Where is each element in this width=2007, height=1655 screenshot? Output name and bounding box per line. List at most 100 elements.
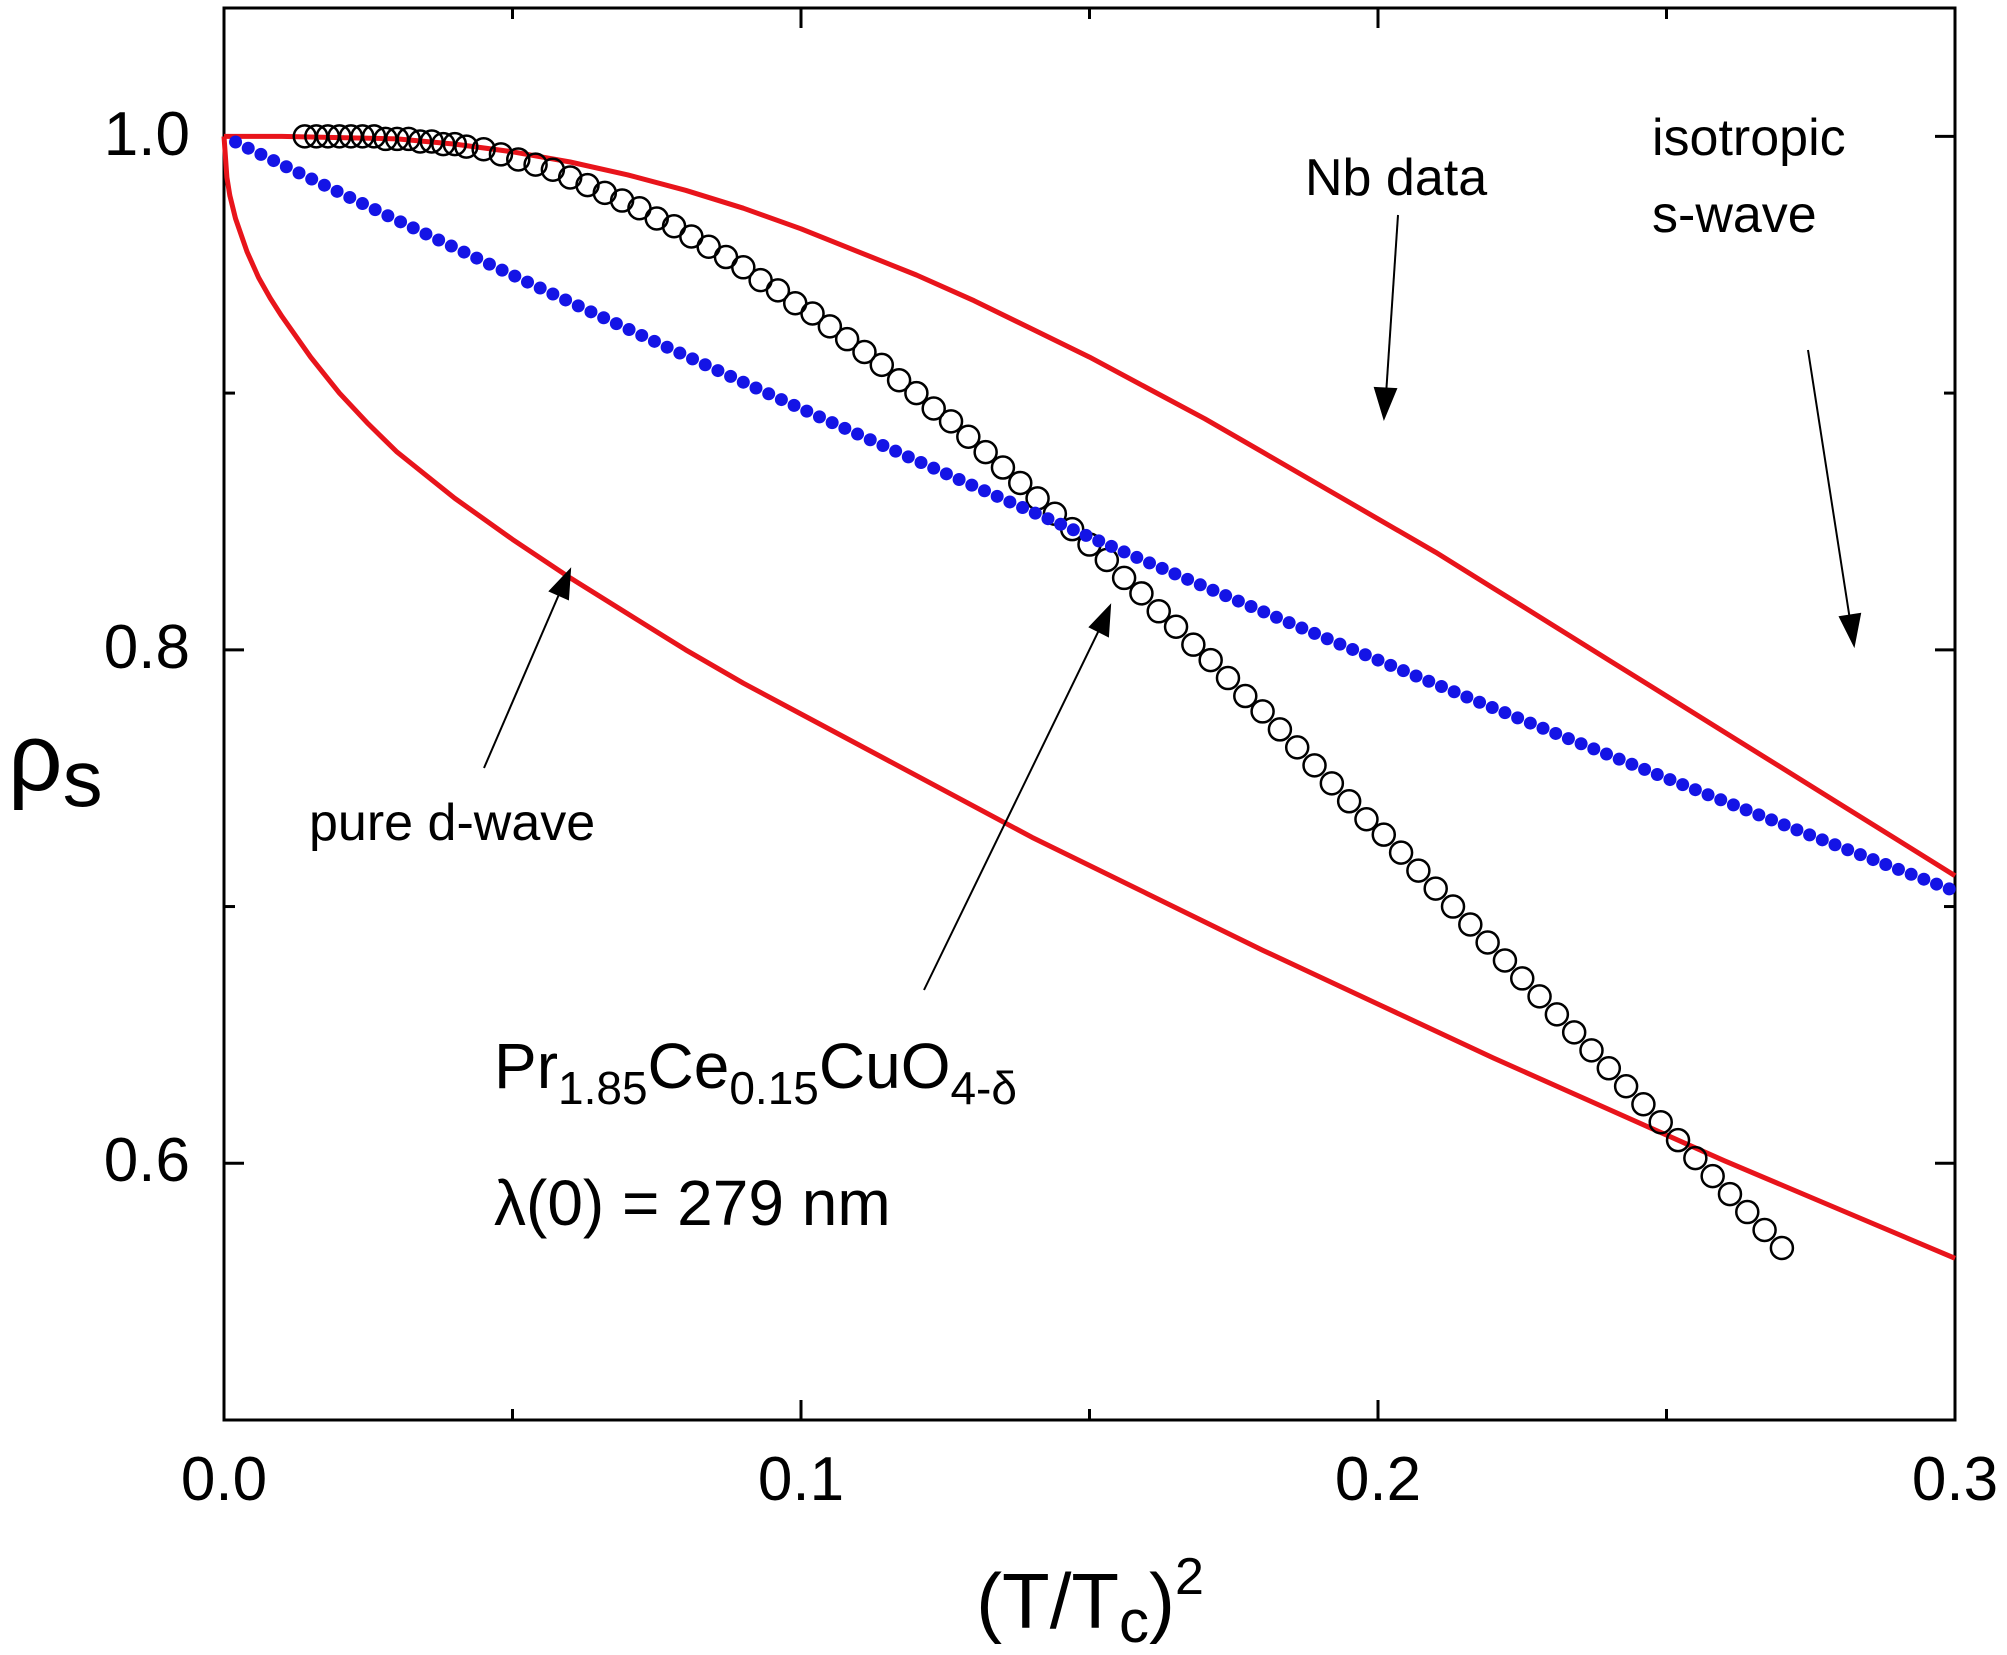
pcco-data-point-92 [1396, 664, 1410, 678]
pcco-data-point-59 [977, 484, 991, 498]
nb-data-point-74 [1492, 948, 1518, 973]
pcco-data-point-108 [1599, 747, 1613, 761]
nb-data-point-15 [471, 136, 496, 162]
axis-ticks [222, 8, 1957, 1420]
y-axis-title: ρs [8, 704, 103, 823]
pcco-data-point-41 [749, 381, 763, 395]
pcco-data-point-69 [1104, 539, 1118, 553]
pcco-data-point-134 [1930, 877, 1944, 891]
pcco-data-point-45 [800, 404, 814, 418]
pcco-data-point-112 [1650, 767, 1664, 781]
pcco-data-point-121 [1765, 813, 1779, 827]
pcco-data-point-84 [1295, 621, 1309, 635]
pcco-data-point-125 [1815, 833, 1829, 847]
pcco-data-point-80 [1244, 599, 1258, 613]
pcco-data-point-107 [1587, 742, 1601, 756]
pcco-data-point-106 [1574, 737, 1588, 751]
nb-data-point-77 [1544, 1002, 1570, 1027]
pcco-data-point-75 [1181, 572, 1195, 586]
pcco-data-point-88 [1346, 642, 1360, 656]
x-tick-label-3: 0.3 [1912, 1445, 1998, 1514]
pcco-data-point-28 [584, 305, 598, 319]
pcco-data-point-1 [241, 141, 255, 155]
pcco-data-point-65 [1054, 517, 1068, 531]
pcco-data-point-42 [762, 387, 776, 401]
pcco-data-point-115 [1688, 783, 1702, 797]
compound-arrow [923, 627, 1101, 991]
nb-data-point-67 [1371, 822, 1397, 847]
nb-data-point-88 [1735, 1199, 1760, 1225]
x-tick-label-2: 0.2 [1335, 1445, 1421, 1514]
pcco-data-point-58 [965, 478, 979, 492]
nb-data-point-54 [1146, 599, 1171, 624]
nb-data-point-59 [1233, 683, 1258, 709]
nb-data-point-12 [431, 131, 456, 157]
nb-data-point-63 [1302, 753, 1327, 778]
pcco-data-point-50 [863, 433, 877, 447]
nb-data-point-51 [1094, 547, 1120, 573]
nb-data-point-69 [1406, 858, 1431, 883]
nb-data-point-42 [938, 409, 964, 434]
pcco-data-point-119 [1739, 803, 1753, 817]
pcco-data-point-18 [457, 245, 471, 259]
pcco-data-point-68 [1092, 534, 1106, 548]
pcco-data-point-129 [1866, 853, 1880, 867]
pcco-data-point-19 [470, 251, 484, 265]
nb-data-point-32 [765, 278, 791, 303]
s-wave-arrowhead [1838, 612, 1862, 649]
compound-arrowhead [1088, 603, 1112, 638]
pcco-data-point-98 [1473, 695, 1487, 709]
nb-data-point-66 [1354, 807, 1379, 832]
pcco-data-point-100 [1498, 706, 1512, 720]
nb-data-point-16 [488, 142, 514, 167]
pcco-data-point-3 [267, 154, 281, 168]
pcco-data-point-120 [1752, 808, 1766, 822]
pcco-data-point-35 [673, 346, 687, 360]
nb-data-point-39 [886, 368, 912, 393]
nb-data-point-71 [1440, 894, 1466, 919]
nb-data-point-6 [361, 124, 387, 149]
nb-data-point-17 [506, 147, 531, 172]
s-wave-arrow [1807, 349, 1851, 621]
pcco-data-point-32 [635, 328, 649, 342]
pcco-data-point-14 [406, 221, 420, 235]
nb-data-point-21 [575, 172, 600, 198]
y-tick-label-0: 0.6 [104, 1126, 190, 1195]
markers [229, 124, 1956, 1261]
pcco-data-point-86 [1320, 632, 1334, 646]
nb-data-point-87 [1717, 1181, 1743, 1207]
pcco-data-point-25 [546, 287, 560, 301]
pcco-data-point-27 [571, 299, 585, 313]
pcco-data-point-101 [1511, 711, 1525, 725]
nb-data-point-68 [1388, 840, 1414, 865]
pcco-data-point-90 [1371, 653, 1385, 667]
pcco-data-point-48 [838, 421, 852, 435]
nb-data-point-70 [1423, 876, 1448, 901]
pcco-data-point-43 [774, 393, 788, 407]
pcco-data-point-20 [482, 257, 496, 271]
pcco-data-point-133 [1917, 872, 1931, 886]
pcco-data-point-22 [508, 269, 522, 283]
pcco-data-point-113 [1663, 773, 1677, 787]
nb-data-point-80 [1596, 1056, 1622, 1081]
pcco-data-point-39 [724, 369, 738, 383]
x-axis-title: (T/Tc)2 [976, 1548, 1204, 1655]
pcco-data-point-127 [1841, 843, 1855, 857]
pcco-data-point-97 [1460, 690, 1474, 704]
pcco-data-point-91 [1384, 658, 1398, 672]
pcco-data-point-57 [952, 472, 966, 486]
pcco-data-point-31 [622, 323, 636, 337]
s-wave-label-line1: isotropic [1652, 109, 1846, 167]
pcco-data-point-40 [736, 375, 750, 389]
pcco-data-point-47 [825, 416, 839, 430]
nb-data-arrow [1385, 214, 1399, 396]
nb-data-point-47 [1025, 486, 1050, 511]
nb-data-point-45 [990, 455, 1016, 480]
nb-data-point-58 [1215, 665, 1241, 691]
nb-data-point-64 [1319, 771, 1345, 796]
nb-data-point-25 [644, 206, 669, 231]
nb-data-point-53 [1129, 581, 1154, 606]
pcco-data-point-104 [1549, 726, 1563, 740]
pcco-data-point-87 [1333, 637, 1347, 651]
pcco-data-point-26 [559, 293, 573, 307]
